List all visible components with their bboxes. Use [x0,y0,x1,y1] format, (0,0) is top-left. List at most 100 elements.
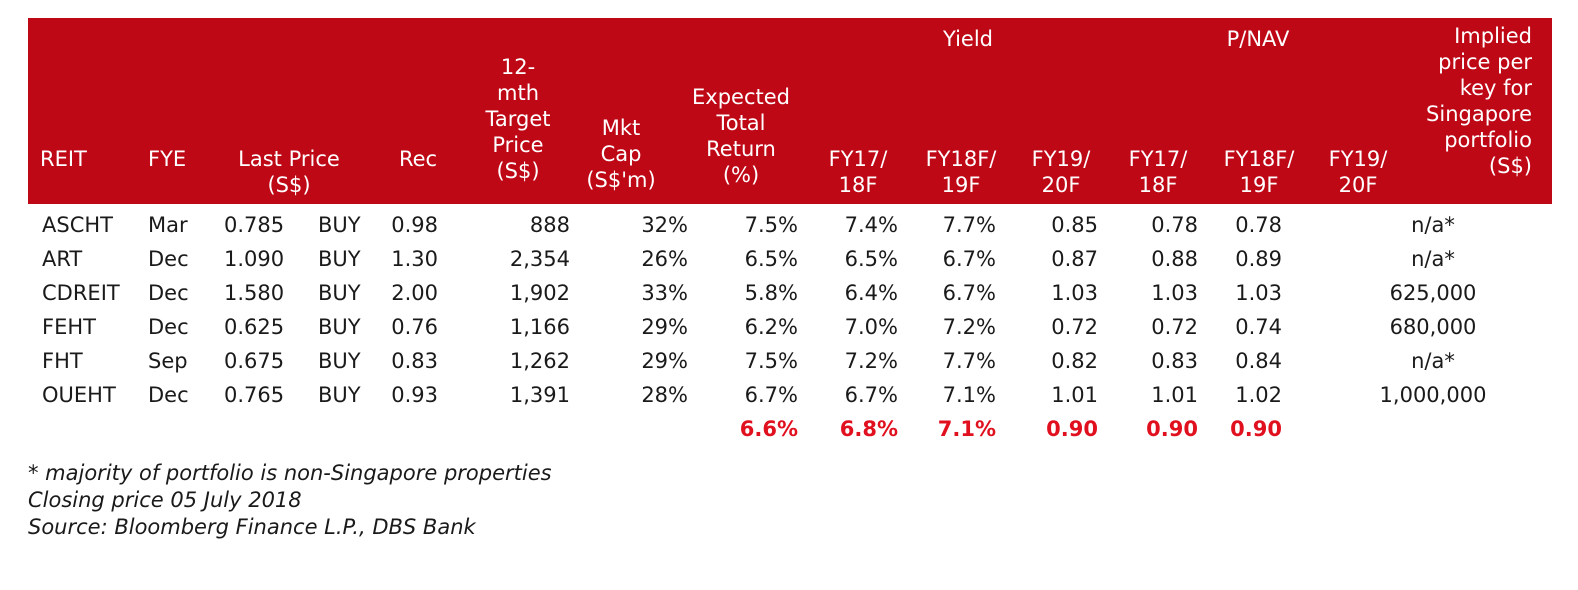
cell-mkt-cap: 1,902 [509,281,570,305]
cell-target-price: 0.98 [391,213,438,237]
cell-reit: OUEHT [42,383,116,407]
cell-last-price: 1.090 [224,247,285,271]
cell-yield-fy18: 7.4% [844,213,898,237]
cell-yield-fy19: 7.7% [942,349,996,373]
cell-fye: Sep [148,349,188,373]
cell-implied-price: n/a* [1411,349,1455,373]
cell-pnav-fy19: 1.03 [1235,281,1282,305]
table-row: OUEHT Dec 0.765 BUY 0.93 1,391 28% 6.7% 6.7% 7.1%… [28,378,1552,412]
cell-pnav-fy17: 0.72 [1051,315,1098,339]
header-target-price: 12- mth Target Price (S$) [485,55,551,183]
cell-mkt-cap: 888 [529,213,570,237]
cell-yield-fy18: 6.4% [844,281,898,305]
table-header: REIT FYE Last Price (S$) Rec 12- mth Tar… [28,18,1552,204]
table-row: CDREIT Dec 1.580 BUY 2.00 1,902 33% 5.8% 6.4% 6.7… [28,276,1552,310]
cell-rec: BUY [318,349,361,373]
cell-yield-fy17: 6.7% [744,383,798,407]
cell-rec: BUY [318,247,361,271]
cell-pnav-fy18: 0.88 [1151,247,1198,271]
cell-yield-fy17: 6.5% [744,247,798,271]
cell-yield-fy17: 5.8% [744,281,798,305]
cell-pnav-fy19: 0.89 [1235,247,1282,271]
cell-pnav-fy19: 0.84 [1235,349,1282,373]
summary-row: 6.6% 6.8% 7.1% 0.90 0.90 0.90 [28,412,1552,446]
header-yield-fy18: FY18F/ 19F [925,147,997,197]
cell-yield-fy17: 6.2% [744,315,798,339]
cell-last-price: 0.625 [224,315,285,339]
cell-reit: ART [42,247,83,271]
cell-pnav-fy19: 0.74 [1235,315,1282,339]
cell-implied-price: n/a* [1411,247,1455,271]
cell-mkt-cap: 1,391 [509,383,570,407]
cell-expected-return: 29% [641,349,688,373]
summary-pnav-fy19: 0.90 [1230,417,1282,441]
cell-pnav-fy17: 0.87 [1051,247,1098,271]
cell-mkt-cap: 1,166 [509,315,570,339]
cell-pnav-fy17: 1.01 [1051,383,1098,407]
cell-last-price: 0.765 [224,383,285,407]
header-implied-price: Implied price per key for Singapore port… [1426,24,1532,178]
header-rec: Rec [398,147,438,171]
cell-rec: BUY [318,315,361,339]
cell-reit: ASCHT [42,213,113,237]
cell-pnav-fy18: 0.78 [1151,213,1198,237]
header-last-price: Last Price (S$) [238,147,340,197]
cell-target-price: 0.76 [391,315,438,339]
cell-expected-return: 26% [641,247,688,271]
cell-yield-fy18: 7.2% [844,349,898,373]
cell-pnav-fy18: 1.01 [1151,383,1198,407]
cell-yield-fy18: 6.5% [844,247,898,271]
cell-yield-fy19: 7.2% [942,315,996,339]
table-row: ASCHT Mar 0.785 BUY 0.98 888 32% 7.5% 7.4% 7.7% 0.… [28,208,1552,242]
cell-mkt-cap: 2,354 [509,247,570,271]
cell-target-price: 0.83 [391,349,438,373]
cell-yield-fy18: 7.0% [844,315,898,339]
summary-yield-fy17: 6.6% [739,417,798,441]
cell-yield-fy18: 6.7% [844,383,898,407]
header-fye: FYE [148,147,187,171]
cell-implied-price: n/a* [1411,213,1455,237]
cell-pnav-fy18: 1.03 [1151,281,1198,305]
cell-implied-price: 1,000,000 [1379,383,1487,407]
cell-rec: BUY [318,213,361,237]
cell-implied-price: 680,000 [1389,315,1477,339]
header-pnav-fy18: FY18F/ 19F [1223,147,1295,197]
cell-last-price: 1.580 [224,281,285,305]
table-row: ART Dec 1.090 BUY 1.30 2,354 26% 6.5% 6.5% 6.7% 0.… [28,242,1552,276]
cell-expected-return: 32% [641,213,688,237]
cell-rec: BUY [318,383,361,407]
cell-expected-return: 29% [641,315,688,339]
footnote-source: Source: Bloomberg Finance L.P., DBS Bank [28,515,476,539]
cell-last-price: 0.785 [224,213,285,237]
header-yield-group: Yield [943,27,993,51]
cell-reit: FHT [42,349,83,373]
summary-pnav-fy18: 0.90 [1146,417,1198,441]
cell-fye: Dec [148,281,189,305]
cell-yield-fy19: 6.7% [942,247,996,271]
cell-yield-fy19: 6.7% [942,281,996,305]
cell-pnav-fy17: 0.82 [1051,349,1098,373]
cell-fye: Dec [148,315,189,339]
cell-yield-fy17: 7.5% [744,349,798,373]
header-pnav-fy19: FY19/ 20F [1328,147,1388,197]
header-expected-return: Expected Total Return (%) [692,85,790,187]
cell-target-price: 2.00 [391,281,438,305]
header-reit: REIT [40,147,87,171]
footnote-closing-price: Closing price 05 July 2018 [28,488,302,512]
cell-fye: Dec [148,383,189,407]
cell-pnav-fy18: 0.83 [1151,349,1198,373]
cell-pnav-fy18: 0.72 [1151,315,1198,339]
cell-yield-fy17: 7.5% [744,213,798,237]
cell-reit: CDREIT [42,281,120,305]
cell-pnav-fy17: 0.85 [1051,213,1098,237]
summary-pnav-fy17: 0.90 [1046,417,1098,441]
cell-mkt-cap: 1,262 [509,349,570,373]
cell-pnav-fy17: 1.03 [1051,281,1098,305]
header-pnav-fy17: FY17/ 18F [1128,147,1188,197]
table-notes: * majority of portfolio is non-Singapore… [28,460,552,541]
cell-pnav-fy19: 0.78 [1235,213,1282,237]
cell-pnav-fy19: 1.02 [1235,383,1282,407]
footnote-portfolio: * majority of portfolio is non-Singapore… [28,461,552,485]
cell-yield-fy19: 7.1% [942,383,996,407]
table-row: FEHT Dec 0.625 BUY 0.76 1,166 29% 6.2% 7.0% 7.2% 0… [28,310,1552,344]
